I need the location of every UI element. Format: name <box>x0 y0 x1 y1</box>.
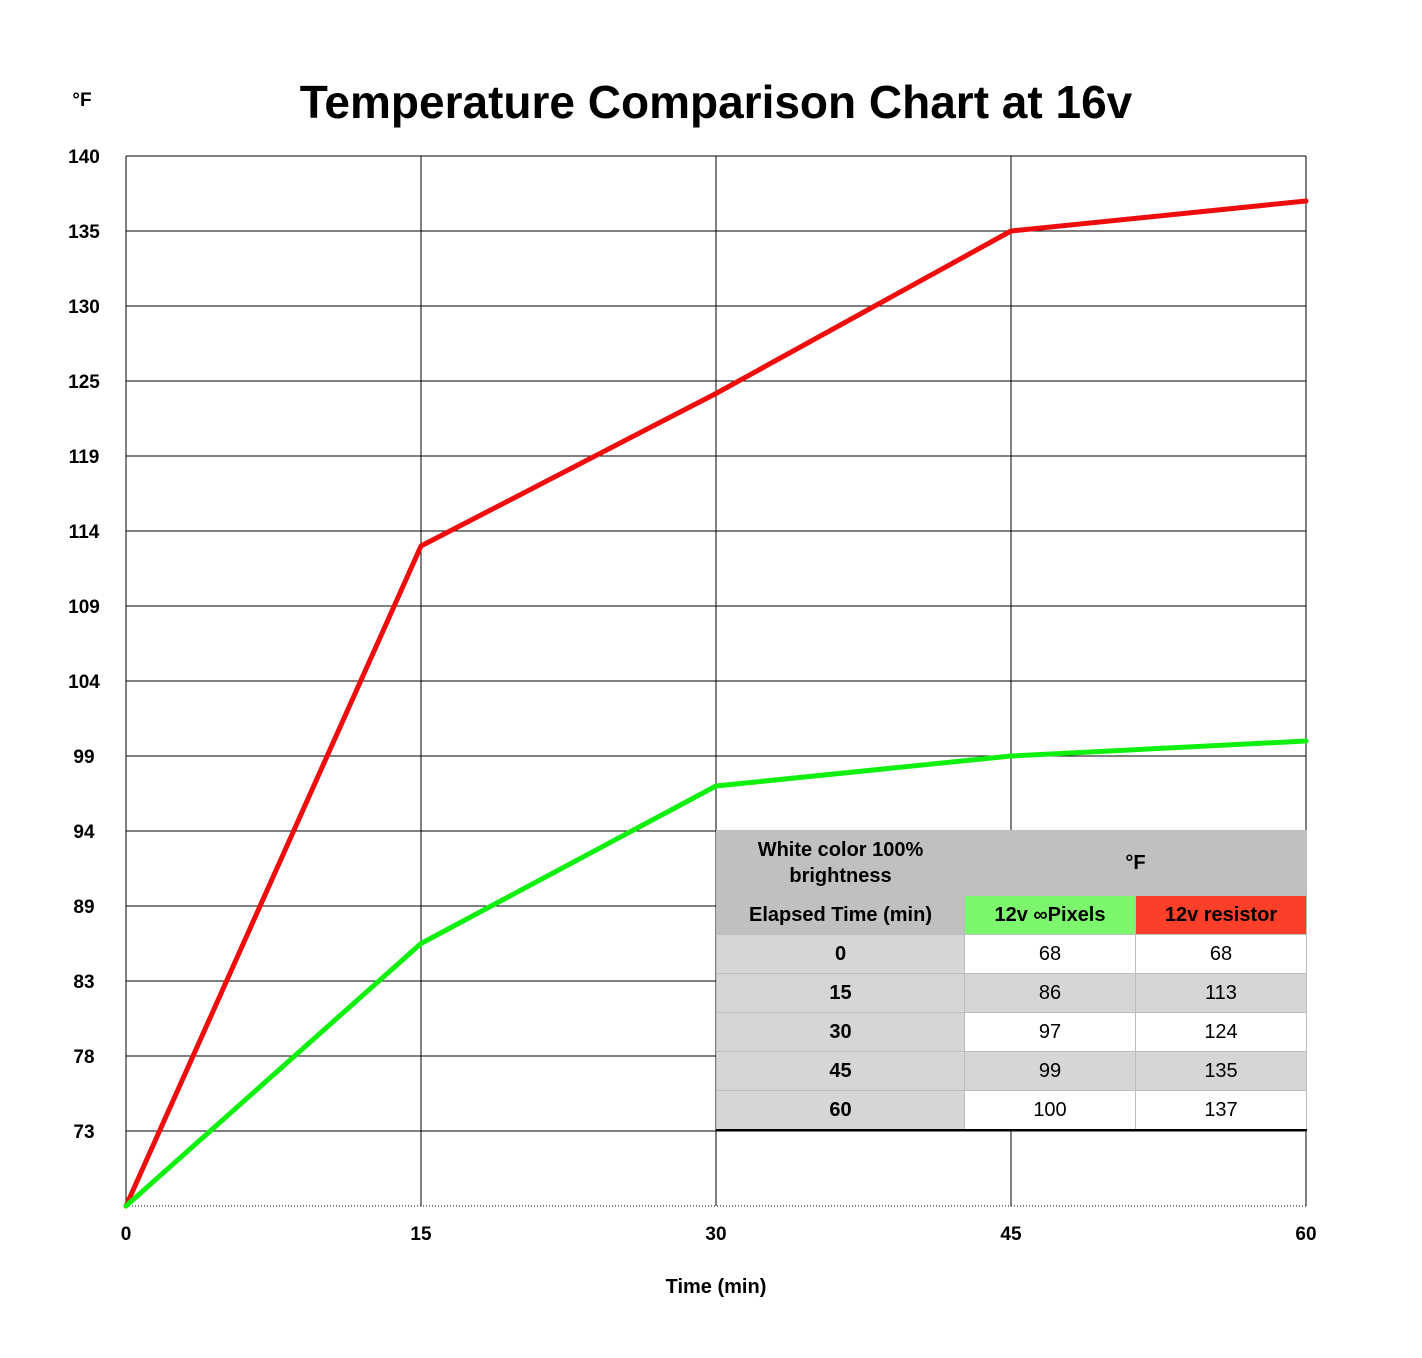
table-cell-pixels: 97 <box>964 1012 1136 1052</box>
y-tick-label: 94 <box>73 822 95 843</box>
y-tick-label: 109 <box>68 597 100 618</box>
x-tick-label: 30 <box>705 1224 726 1245</box>
y-tick-label: 125 <box>68 372 100 393</box>
y-tick-label: 114 <box>69 522 100 543</box>
table-col-pixels: 12v ∞Pixels <box>964 895 1136 935</box>
table-col-time: Elapsed Time (min) <box>716 895 965 935</box>
y-tick-label: 135 <box>68 222 100 243</box>
table-cell-time: 60 <box>716 1090 965 1131</box>
table-cell-resistor: 135 <box>1135 1051 1307 1091</box>
table-row: 15 86 113 <box>716 973 1307 1013</box>
table-row: 45 99 135 <box>716 1051 1307 1091</box>
table-cell-resistor: 137 <box>1135 1090 1307 1131</box>
table-header-unit: °F <box>964 830 1307 896</box>
y-tick-label: 73 <box>73 1122 94 1143</box>
chart-title: Temperature Comparison Chart at 16v <box>300 76 1133 128</box>
y-tick-label: 99 <box>73 747 94 768</box>
y-unit-label: °F <box>72 90 91 111</box>
table-row: 30 97 124 <box>716 1012 1307 1052</box>
y-tick-label: 78 <box>73 1047 94 1068</box>
table-cell-pixels: 86 <box>964 973 1136 1013</box>
table-cell-pixels: 99 <box>964 1051 1136 1091</box>
y-tick-label: 130 <box>68 297 100 318</box>
table-header-brightness: White color 100% brightness <box>716 830 965 896</box>
grid <box>125 155 1307 1207</box>
x-tick-label: 60 <box>1295 1224 1316 1245</box>
table-col-resistor: 12v resistor <box>1135 895 1307 935</box>
table-row: 0 68 68 <box>716 934 1307 974</box>
data-table: White color 100% brightness °F Elapsed T… <box>716 830 1307 1131</box>
table-cell-time: 30 <box>716 1012 965 1052</box>
table-cell-resistor: 68 <box>1135 934 1307 974</box>
table-cell-resistor: 113 <box>1135 973 1307 1013</box>
y-tick-label: 104 <box>68 672 100 693</box>
table-cell-time: 45 <box>716 1051 965 1091</box>
table-row: 60 100 137 <box>716 1090 1307 1131</box>
y-tick-label: 89 <box>73 897 94 918</box>
x-axis-ticks: 0 15 30 45 60 <box>121 1224 1317 1245</box>
y-tick-label: 140 <box>68 147 100 168</box>
table-cell-time: 0 <box>716 934 965 974</box>
x-axis-label: Time (min) <box>666 1276 767 1298</box>
table-cell-pixels: 68 <box>964 934 1136 974</box>
series-line-resistor <box>123 198 1309 1209</box>
x-tick-label: 45 <box>1000 1224 1022 1245</box>
table-cell-resistor: 124 <box>1135 1012 1307 1052</box>
y-axis-ticks: 73 78 83 89 94 99 104 109 114 119 125 130 135 140 <box>68 147 100 1143</box>
y-tick-label: 119 <box>69 447 100 468</box>
x-tick-label: 0 <box>121 1224 132 1245</box>
x-tick-label: 15 <box>410 1224 432 1245</box>
series-lines <box>123 198 1309 1209</box>
series-line-pixels <box>123 738 1309 1209</box>
table-cell-pixels: 100 <box>964 1090 1136 1131</box>
y-tick-label: 83 <box>73 972 94 993</box>
table-cell-time: 15 <box>716 973 965 1013</box>
